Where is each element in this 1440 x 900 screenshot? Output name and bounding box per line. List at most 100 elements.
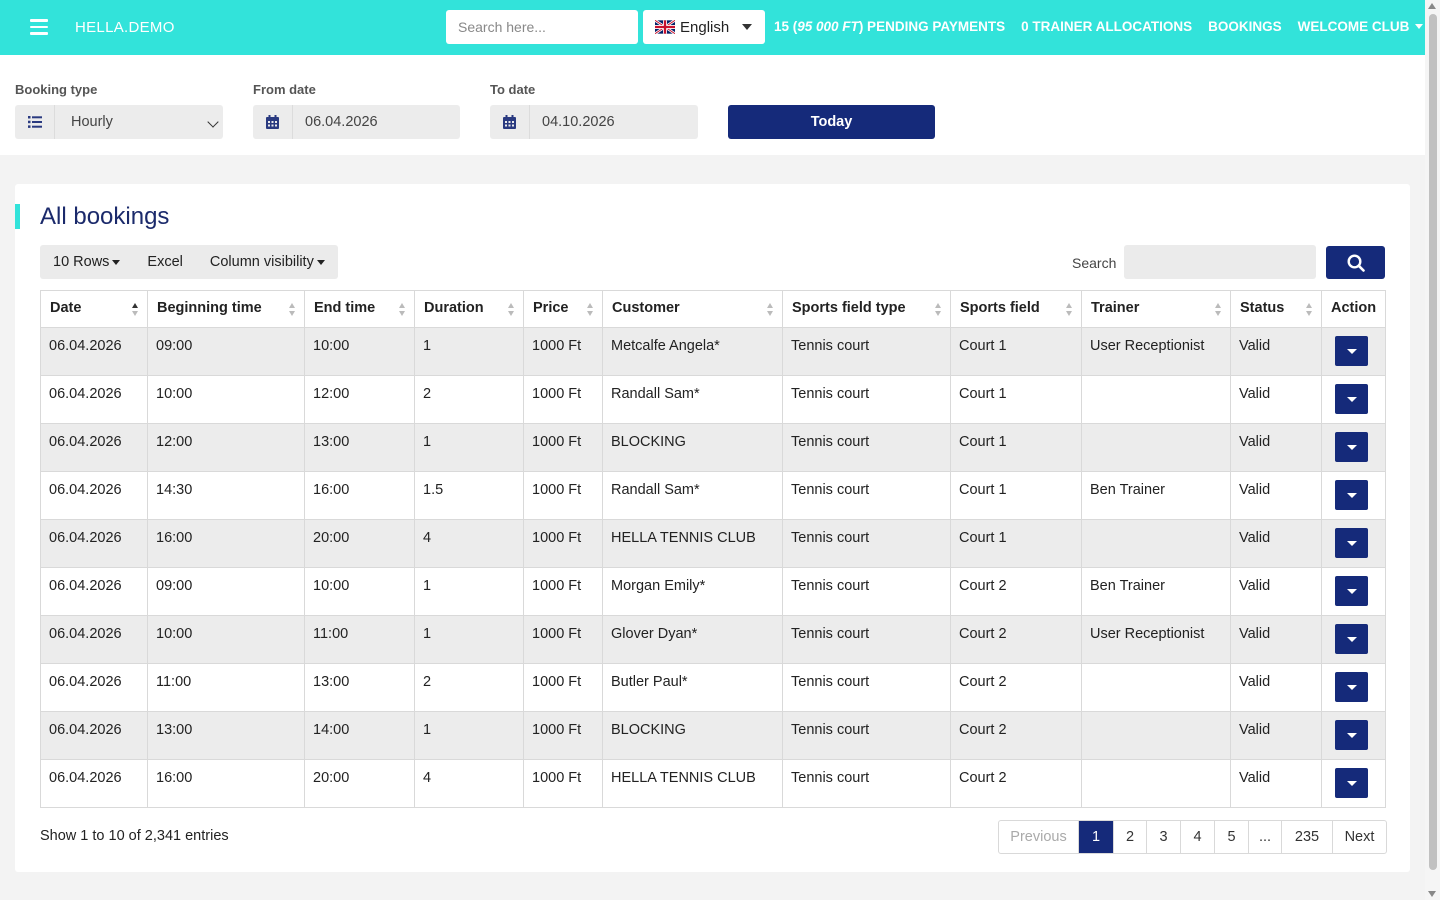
table-cell: Court 2 <box>950 759 1082 808</box>
caret-down-icon <box>1346 444 1357 450</box>
excel-button[interactable]: Excel <box>147 254 183 270</box>
page-button[interactable]: 2 <box>1113 821 1146 853</box>
table-row: 06.04.2026 11:00 13:00 2 1000 Ft Butler Paul*… <box>40 663 1386 712</box>
row-action-button[interactable] <box>1335 768 1368 798</box>
column-header-duration[interactable]: Duration <box>414 290 524 328</box>
table-row: 06.04.2026 09:00 10:00 1 1000 Ft Metcalfe Ang… <box>40 327 1386 376</box>
column-header-price[interactable]: Price <box>523 290 603 328</box>
trainer-allocations-link[interactable]: 0 TRAINER ALLOCATIONS <box>1021 19 1193 34</box>
booking-type-select[interactable]: Hourly <box>15 105 223 139</box>
to-date-value: 04.10.2026 <box>542 114 615 130</box>
search-button[interactable] <box>1326 246 1385 279</box>
row-action-button[interactable] <box>1335 432 1368 462</box>
row-action-button[interactable] <box>1335 720 1368 750</box>
table-cell: 1 <box>414 615 524 664</box>
table-info: Show 1 to 10 of 2,341 entries <box>40 828 229 844</box>
column-header-beginning-time[interactable]: Beginning time <box>147 290 305 328</box>
column-header-customer[interactable]: Customer <box>602 290 783 328</box>
table-cell: 1.5 <box>414 471 524 520</box>
table-cell: 13:00 <box>147 711 305 760</box>
row-action-button[interactable] <box>1335 624 1368 654</box>
list-icon <box>15 105 55 139</box>
previous-page-button[interactable]: Previous <box>1010 829 1067 845</box>
page-button[interactable]: 235 <box>1281 821 1332 853</box>
table-cell: 06.04.2026 <box>40 711 148 760</box>
page-button[interactable]: 4 <box>1180 821 1214 853</box>
table-cell: 1 <box>414 711 524 760</box>
action-cell <box>1321 759 1386 808</box>
column-header-date[interactable]: Date <box>40 290 148 328</box>
table-row: 06.04.2026 10:00 11:00 1 1000 Ft Glover Dyan*… <box>40 615 1386 664</box>
column-visibility-button[interactable]: Column visibility <box>190 245 338 279</box>
row-action-button[interactable] <box>1335 576 1368 606</box>
action-cell <box>1321 471 1386 520</box>
table-cell: 1000 Ft <box>523 711 603 760</box>
table-cell: 16:00 <box>304 471 415 520</box>
page-button[interactable]: 1 <box>1078 821 1113 853</box>
table-cell: Court 2 <box>950 711 1082 760</box>
language-select[interactable]: English <box>643 10 765 44</box>
brand-logo[interactable]: HELLA.DEMO <box>75 19 175 36</box>
scrollbar-thumb[interactable] <box>1429 14 1437 870</box>
booking-type-value: Hourly <box>71 114 113 130</box>
table-cell: 06.04.2026 <box>40 423 148 472</box>
sort-icon <box>935 303 942 317</box>
table-cell: Tennis court <box>782 471 951 520</box>
table-cell: Valid <box>1230 759 1322 808</box>
chevron-down-icon <box>112 259 121 265</box>
table-cell: Court 2 <box>950 663 1082 712</box>
scroll-up-icon[interactable] <box>1428 3 1436 9</box>
table-row: 06.04.2026 09:00 10:00 1 1000 Ft Morgan Emily… <box>40 567 1386 616</box>
table-cell: 06.04.2026 <box>40 471 148 520</box>
column-header-trainer[interactable]: Trainer <box>1081 290 1231 328</box>
caret-down-icon <box>1346 780 1357 786</box>
pending-payments-link[interactable]: 15 (95 000 FT) PENDING PAYMENTS <box>774 19 1005 34</box>
sort-icon <box>508 303 515 317</box>
table-cell: Valid <box>1230 711 1322 760</box>
row-action-button[interactable] <box>1335 336 1368 366</box>
column-header-label: Duration <box>424 300 484 316</box>
table-cell: User Receptionist <box>1081 327 1231 376</box>
column-header-label: Price <box>533 300 569 316</box>
hamburger-icon[interactable] <box>30 19 48 35</box>
scroll-down-icon[interactable] <box>1428 891 1436 897</box>
column-header-sports-field[interactable]: Sports field <box>950 290 1082 328</box>
page-button[interactable]: 5 <box>1214 821 1248 853</box>
table-cell: HELLA TENNIS CLUB <box>602 519 783 568</box>
to-date-input[interactable]: 04.10.2026 <box>490 105 698 139</box>
page-scrollbar[interactable] <box>1425 0 1440 900</box>
table-cell: 1 <box>414 327 524 376</box>
table-cell: 1000 Ft <box>523 615 603 664</box>
from-date-input[interactable]: 06.04.2026 <box>253 105 460 139</box>
column-header-status[interactable]: Status <box>1230 290 1322 328</box>
table-cell: 20:00 <box>304 519 415 568</box>
welcome-club-menu[interactable]: WELCOME CLUB <box>1298 19 1424 34</box>
column-header-sports-field-type[interactable]: Sports field type <box>782 290 951 328</box>
page-title: All bookings <box>40 203 170 230</box>
column-header-label: Date <box>50 300 82 316</box>
page-button[interactable]: ... <box>1248 821 1281 853</box>
header-nav: 15 (95 000 FT) PENDING PAYMENTS 0 TRAINE… <box>774 19 1424 34</box>
bookings-link[interactable]: BOOKINGS <box>1208 19 1282 34</box>
row-action-button[interactable] <box>1335 480 1368 510</box>
welcome-label: WELCOME CLUB <box>1297 19 1410 34</box>
title-accent-bar <box>15 204 20 229</box>
caret-down-icon <box>1346 588 1357 594</box>
table-cell: 14:30 <box>147 471 305 520</box>
next-page-button[interactable]: Next <box>1332 821 1386 853</box>
table-cell: BLOCKING <box>602 423 783 472</box>
table-search-input[interactable] <box>1124 245 1316 279</box>
column-header-label: Sports field type <box>792 300 906 316</box>
row-action-button[interactable] <box>1335 672 1368 702</box>
row-action-button[interactable] <box>1335 384 1368 414</box>
today-button[interactable]: Today <box>728 105 935 139</box>
pending-amount: 95 000 FT <box>797 19 859 34</box>
table-cell: 1000 Ft <box>523 663 603 712</box>
table-cell: 09:00 <box>147 567 305 616</box>
rows-button[interactable]: 10 Rows <box>40 245 127 279</box>
header-search-input[interactable] <box>446 10 638 44</box>
column-header-end-time[interactable]: End time <box>304 290 415 328</box>
page-button[interactable]: 3 <box>1146 821 1180 853</box>
row-action-button[interactable] <box>1335 528 1368 558</box>
table-cell: 1 <box>414 567 524 616</box>
